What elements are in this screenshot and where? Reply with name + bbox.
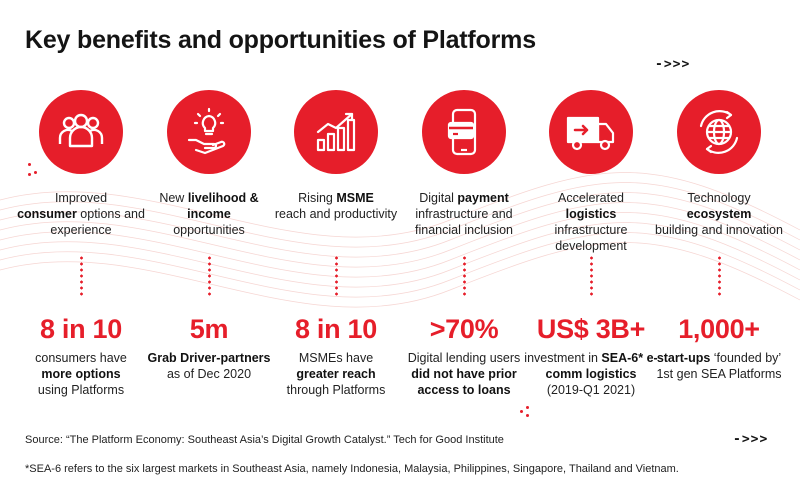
- benefit-column-msme: Rising MSME reach and productivity 8 in …: [272, 90, 400, 410]
- growth-chart-icon-circle: [294, 90, 378, 174]
- source-citation: Source: “The Platform Economy: Southeast…: [25, 434, 504, 446]
- benefit-text: Accelerated logistics infrastructure dev…: [554, 191, 628, 253]
- people-icon-circle: [39, 90, 123, 174]
- benefit-column-consumer: Improved consumer options and experience …: [17, 90, 145, 410]
- dotted-connector: [208, 255, 211, 297]
- benefit-text: Improved consumer options and experience: [17, 191, 145, 237]
- benefit-text: Digital payment infrastructure and finan…: [415, 191, 513, 237]
- hand-lightbulb-icon: [187, 107, 226, 155]
- people-icon: [58, 113, 104, 148]
- stat-description: MSMEs have greater reach through Platfor…: [286, 351, 386, 397]
- benefit-column-ecosystem: Technology ecosystem building and innova…: [655, 90, 783, 410]
- growth-chart-icon: [316, 112, 356, 152]
- stat-value: 8 in 10: [40, 314, 122, 344]
- dot-decoration-bottom: [520, 406, 532, 418]
- dotted-connector: [463, 255, 466, 297]
- dotted-connector: [590, 255, 593, 297]
- arrow-decoration-bottom: ->>>: [733, 432, 769, 447]
- stat-description: Grab Driver-partners as of Dec 2020: [147, 351, 271, 381]
- delivery-truck-icon: [566, 116, 615, 151]
- stat-value: >70%: [429, 314, 499, 344]
- benefit-column-payment: Digital payment infrastructure and finan…: [400, 90, 528, 410]
- benefit-text: Technology ecosystem building and innova…: [655, 191, 783, 237]
- phone-card-icon-circle: [422, 90, 506, 174]
- phone-card-icon: [447, 108, 477, 156]
- benefit-text: New livelihood & income opportunities: [159, 191, 259, 237]
- dotted-connector: [335, 255, 338, 297]
- delivery-truck-icon-circle: [549, 90, 633, 174]
- globe-cycle-icon: [699, 110, 739, 154]
- stat-description: Digital lending users did not have prior…: [407, 351, 521, 397]
- dotted-connector: [718, 255, 721, 297]
- benefit-column-logistics: Accelerated logistics infrastructure dev…: [524, 90, 658, 410]
- stat-description: consumers have more options using Platfo…: [35, 351, 127, 397]
- arrow-decoration-top: ->>>: [655, 57, 691, 72]
- globe-cycle-icon-circle: [677, 90, 761, 174]
- stat-value: 5m: [189, 314, 229, 344]
- benefit-column-livelihood: New livelihood & income opportunities 5m…: [145, 90, 273, 410]
- stat-description: start-ups ‘founded by’ 1st gen SEA Platf…: [656, 351, 782, 381]
- stat-description: investment in SEA-6* e-comm logistics (2…: [524, 351, 658, 397]
- stat-value: 8 in 10: [295, 314, 377, 344]
- stat-value: US$ 3B+: [536, 314, 646, 344]
- benefit-text: Rising MSME reach and productivity: [274, 191, 398, 221]
- footnote: *SEA-6 refers to the six largest markets…: [25, 463, 679, 475]
- dotted-connector: [80, 255, 83, 297]
- stat-value: 1,000+: [678, 314, 760, 344]
- hand-lightbulb-icon-circle: [167, 90, 251, 174]
- page-title: Key benefits and opportunities of Platfo…: [25, 26, 536, 54]
